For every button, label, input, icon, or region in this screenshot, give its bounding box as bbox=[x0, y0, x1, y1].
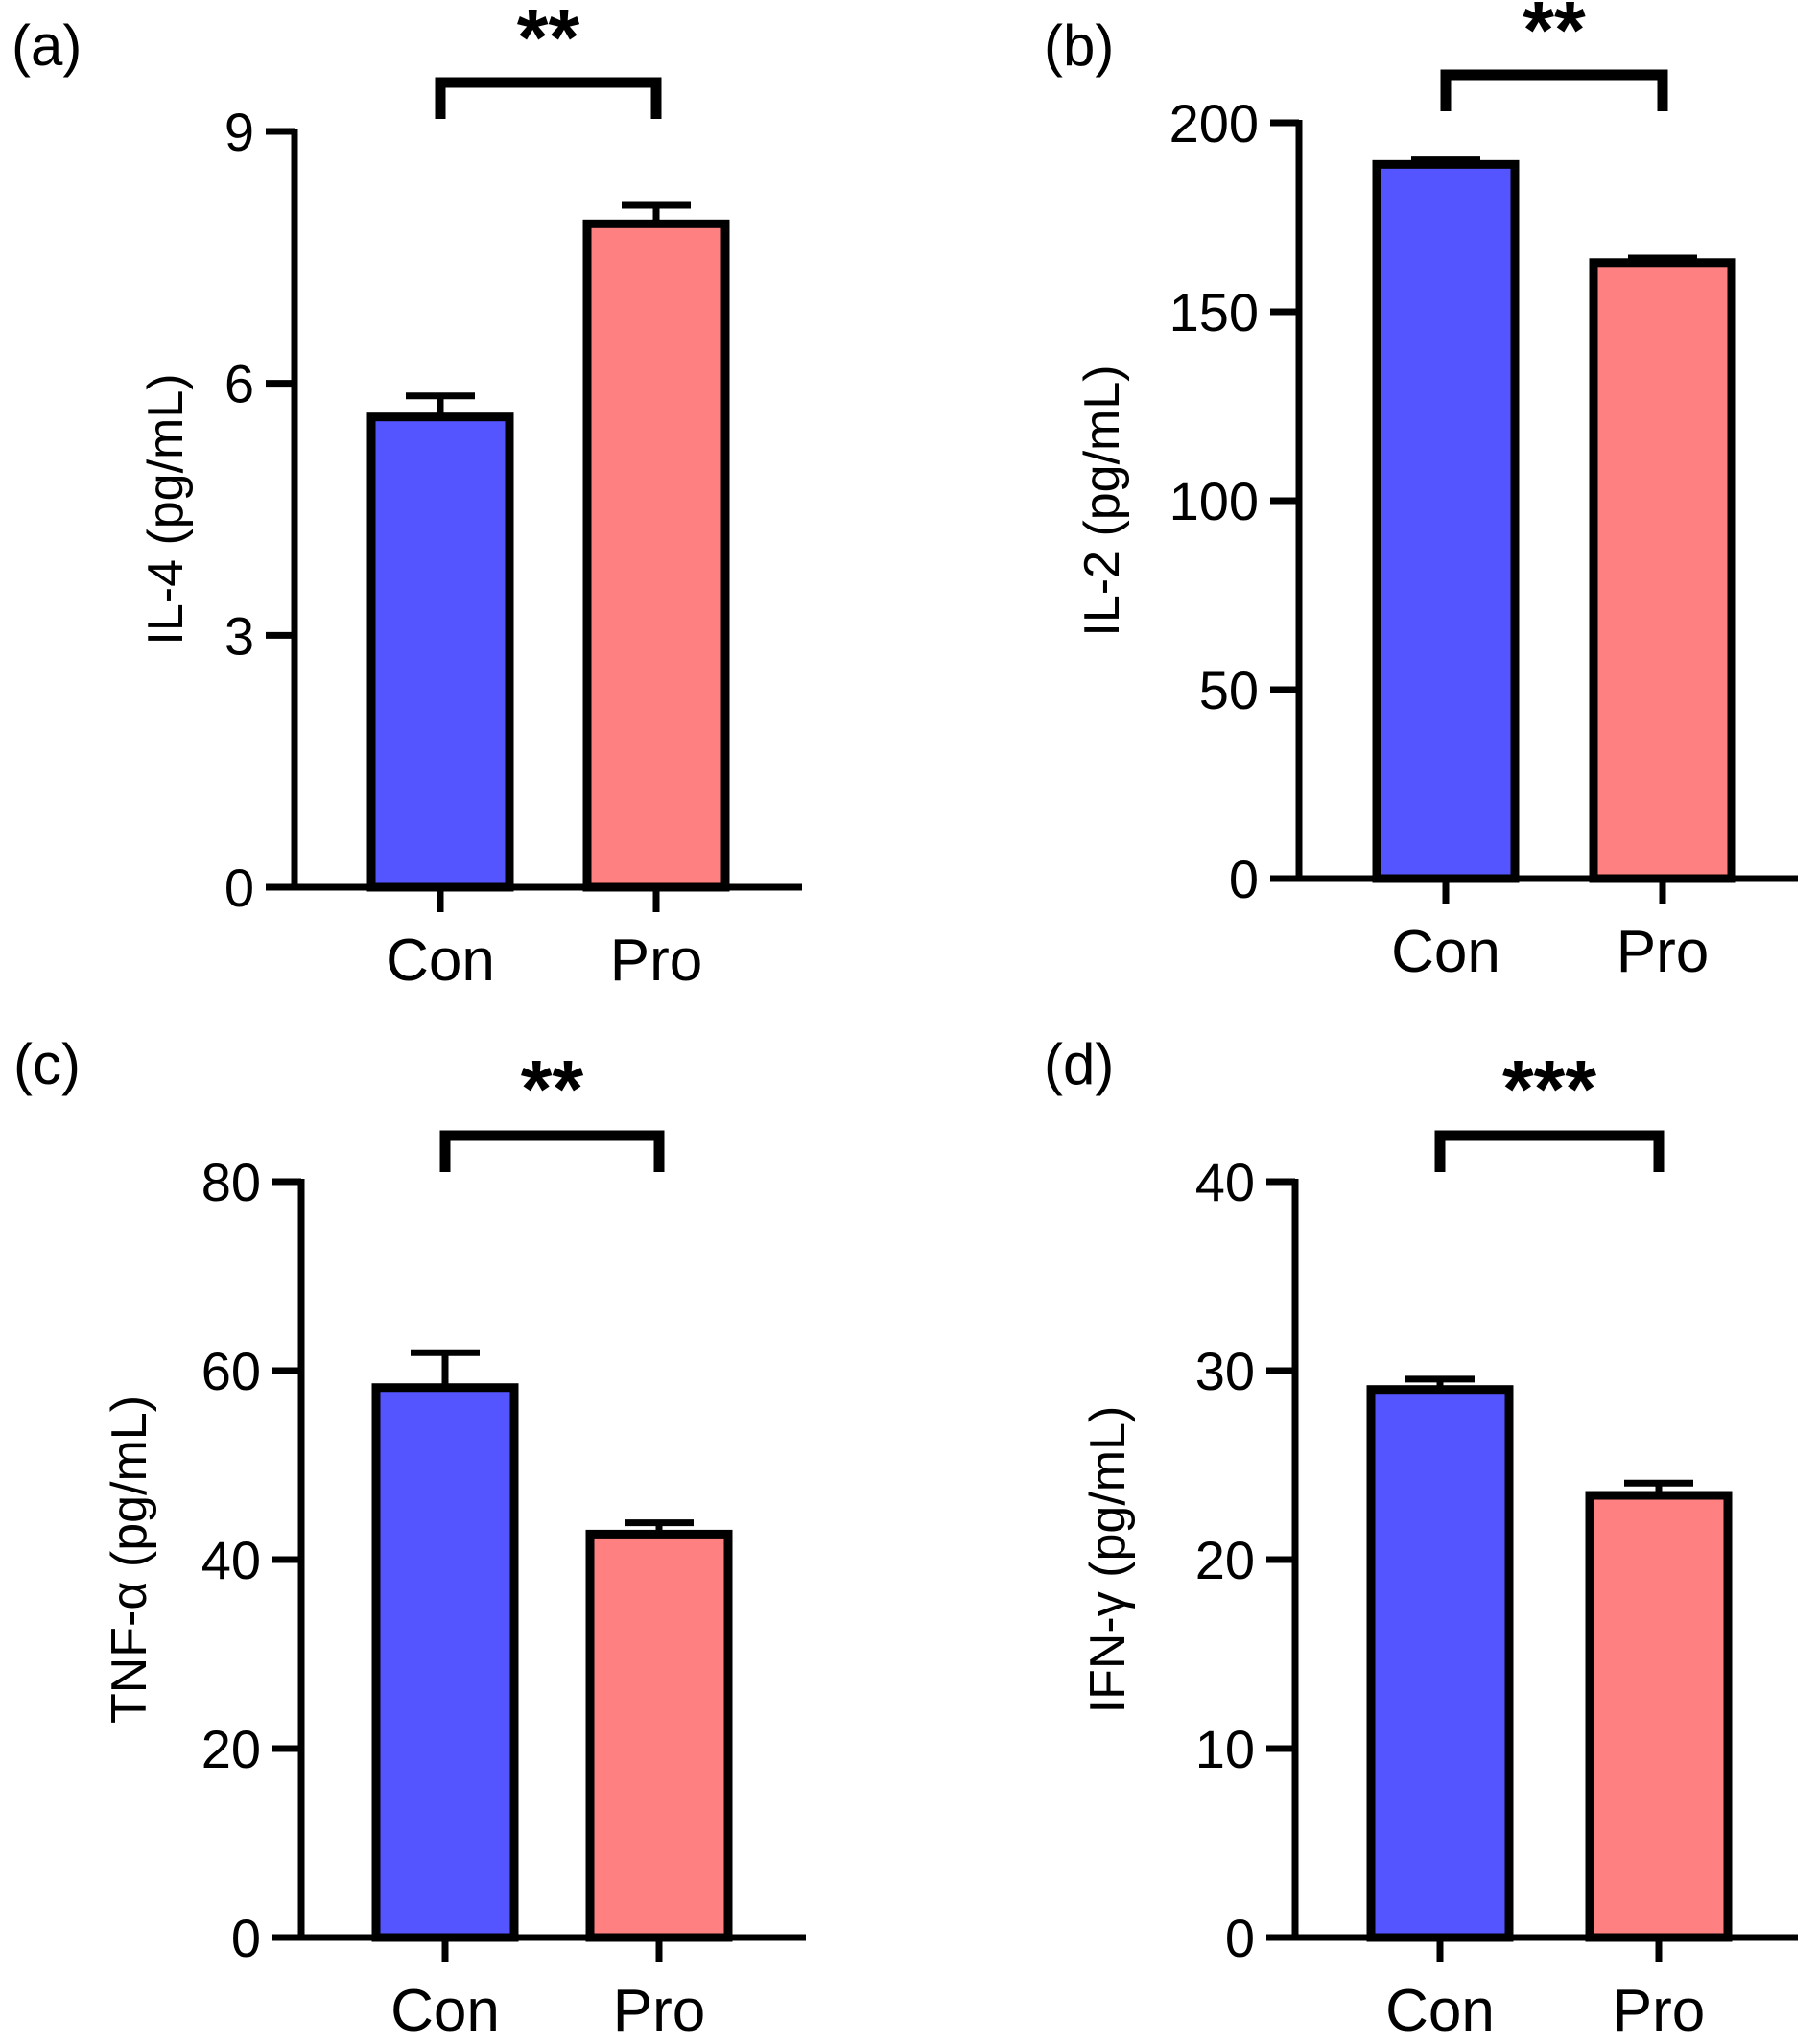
bar-con bbox=[1372, 159, 1520, 883]
panel-a: (a) Con Pro 0 3 6 9 IL-4 (pg/mL) ** bbox=[12, 0, 802, 994]
significance-stars: *** bbox=[1502, 1044, 1596, 1134]
panel-label: (a) bbox=[12, 13, 82, 78]
significance-bracket bbox=[1434, 1130, 1665, 1172]
y-axis-title: IL-4 (pg/mL) bbox=[138, 373, 194, 645]
x-tick-label: Con bbox=[386, 928, 495, 994]
y-tick-label: 60 bbox=[201, 1341, 261, 1401]
significance-stars: ** bbox=[517, 0, 580, 82]
panel-b: (b) Con Pro 0 50 100 150 200 IL-2 (pg/mL) ** bbox=[1044, 0, 1798, 985]
y-tick-label: 9 bbox=[224, 102, 254, 162]
x-tick-label: Pro bbox=[1617, 919, 1709, 985]
y-tick-label: 30 bbox=[1195, 1341, 1255, 1401]
significance-bracket bbox=[435, 77, 662, 119]
y-tick-label: 40 bbox=[1195, 1152, 1255, 1212]
y-tick-label: 20 bbox=[201, 1719, 261, 1779]
bar-pro bbox=[1589, 258, 1736, 883]
panel-d: (d) Con Pro 0 10 20 30 40 IFN-γ (pg/mL) *** bbox=[1044, 1032, 1798, 2044]
y-axis-title: IFN-γ (pg/mL) bbox=[1080, 1406, 1136, 1714]
y-tick-label: 200 bbox=[1169, 93, 1259, 153]
y-tick-label: 0 bbox=[1225, 1908, 1255, 1968]
y-tick-label: 6 bbox=[224, 354, 254, 414]
y-tick-label: 50 bbox=[1199, 660, 1259, 720]
panel-label: (b) bbox=[1044, 13, 1114, 78]
y-tick-label: 3 bbox=[224, 605, 254, 666]
significance-stars: ** bbox=[521, 1044, 584, 1134]
bar-pro bbox=[1585, 1491, 1733, 1942]
panel-label: (d) bbox=[1044, 1032, 1114, 1096]
bar-pro bbox=[585, 1529, 733, 1942]
bar-con bbox=[371, 1383, 519, 1942]
y-tick-label: 100 bbox=[1169, 471, 1259, 531]
x-tick-label: Pro bbox=[1613, 1978, 1705, 2044]
x-tick-label: Pro bbox=[610, 928, 702, 994]
y-tick-label: 20 bbox=[1195, 1530, 1255, 1590]
y-axis-title: TNF-α (pg/mL) bbox=[102, 1396, 157, 1724]
y-tick-label: 80 bbox=[201, 1152, 261, 1212]
x-tick-label: Pro bbox=[613, 1978, 705, 2044]
x-tick-label: Con bbox=[1391, 919, 1500, 985]
y-tick-label: 40 bbox=[201, 1530, 261, 1590]
bar-pro bbox=[582, 219, 730, 892]
bar-con bbox=[1366, 1385, 1514, 1942]
x-tick-label: Con bbox=[390, 1978, 500, 2044]
y-tick-label: 0 bbox=[224, 858, 254, 918]
y-tick-label: 0 bbox=[1229, 849, 1259, 909]
significance-bracket bbox=[439, 1130, 665, 1172]
panel-c: (c) Con Pro 0 20 40 60 80 TNF-α (pg/mL) ** bbox=[13, 1032, 806, 2044]
x-tick-label: Con bbox=[1385, 1978, 1495, 2044]
significance-bracket bbox=[1440, 69, 1668, 111]
panel-label: (c) bbox=[13, 1032, 81, 1096]
bar-con bbox=[366, 412, 514, 892]
y-tick-label: 150 bbox=[1169, 282, 1259, 342]
y-axis-title: IL-2 (pg/mL) bbox=[1074, 364, 1130, 636]
y-tick-label: 0 bbox=[231, 1908, 261, 1968]
significance-stars: ** bbox=[1523, 0, 1586, 75]
y-tick-label: 10 bbox=[1195, 1719, 1255, 1779]
